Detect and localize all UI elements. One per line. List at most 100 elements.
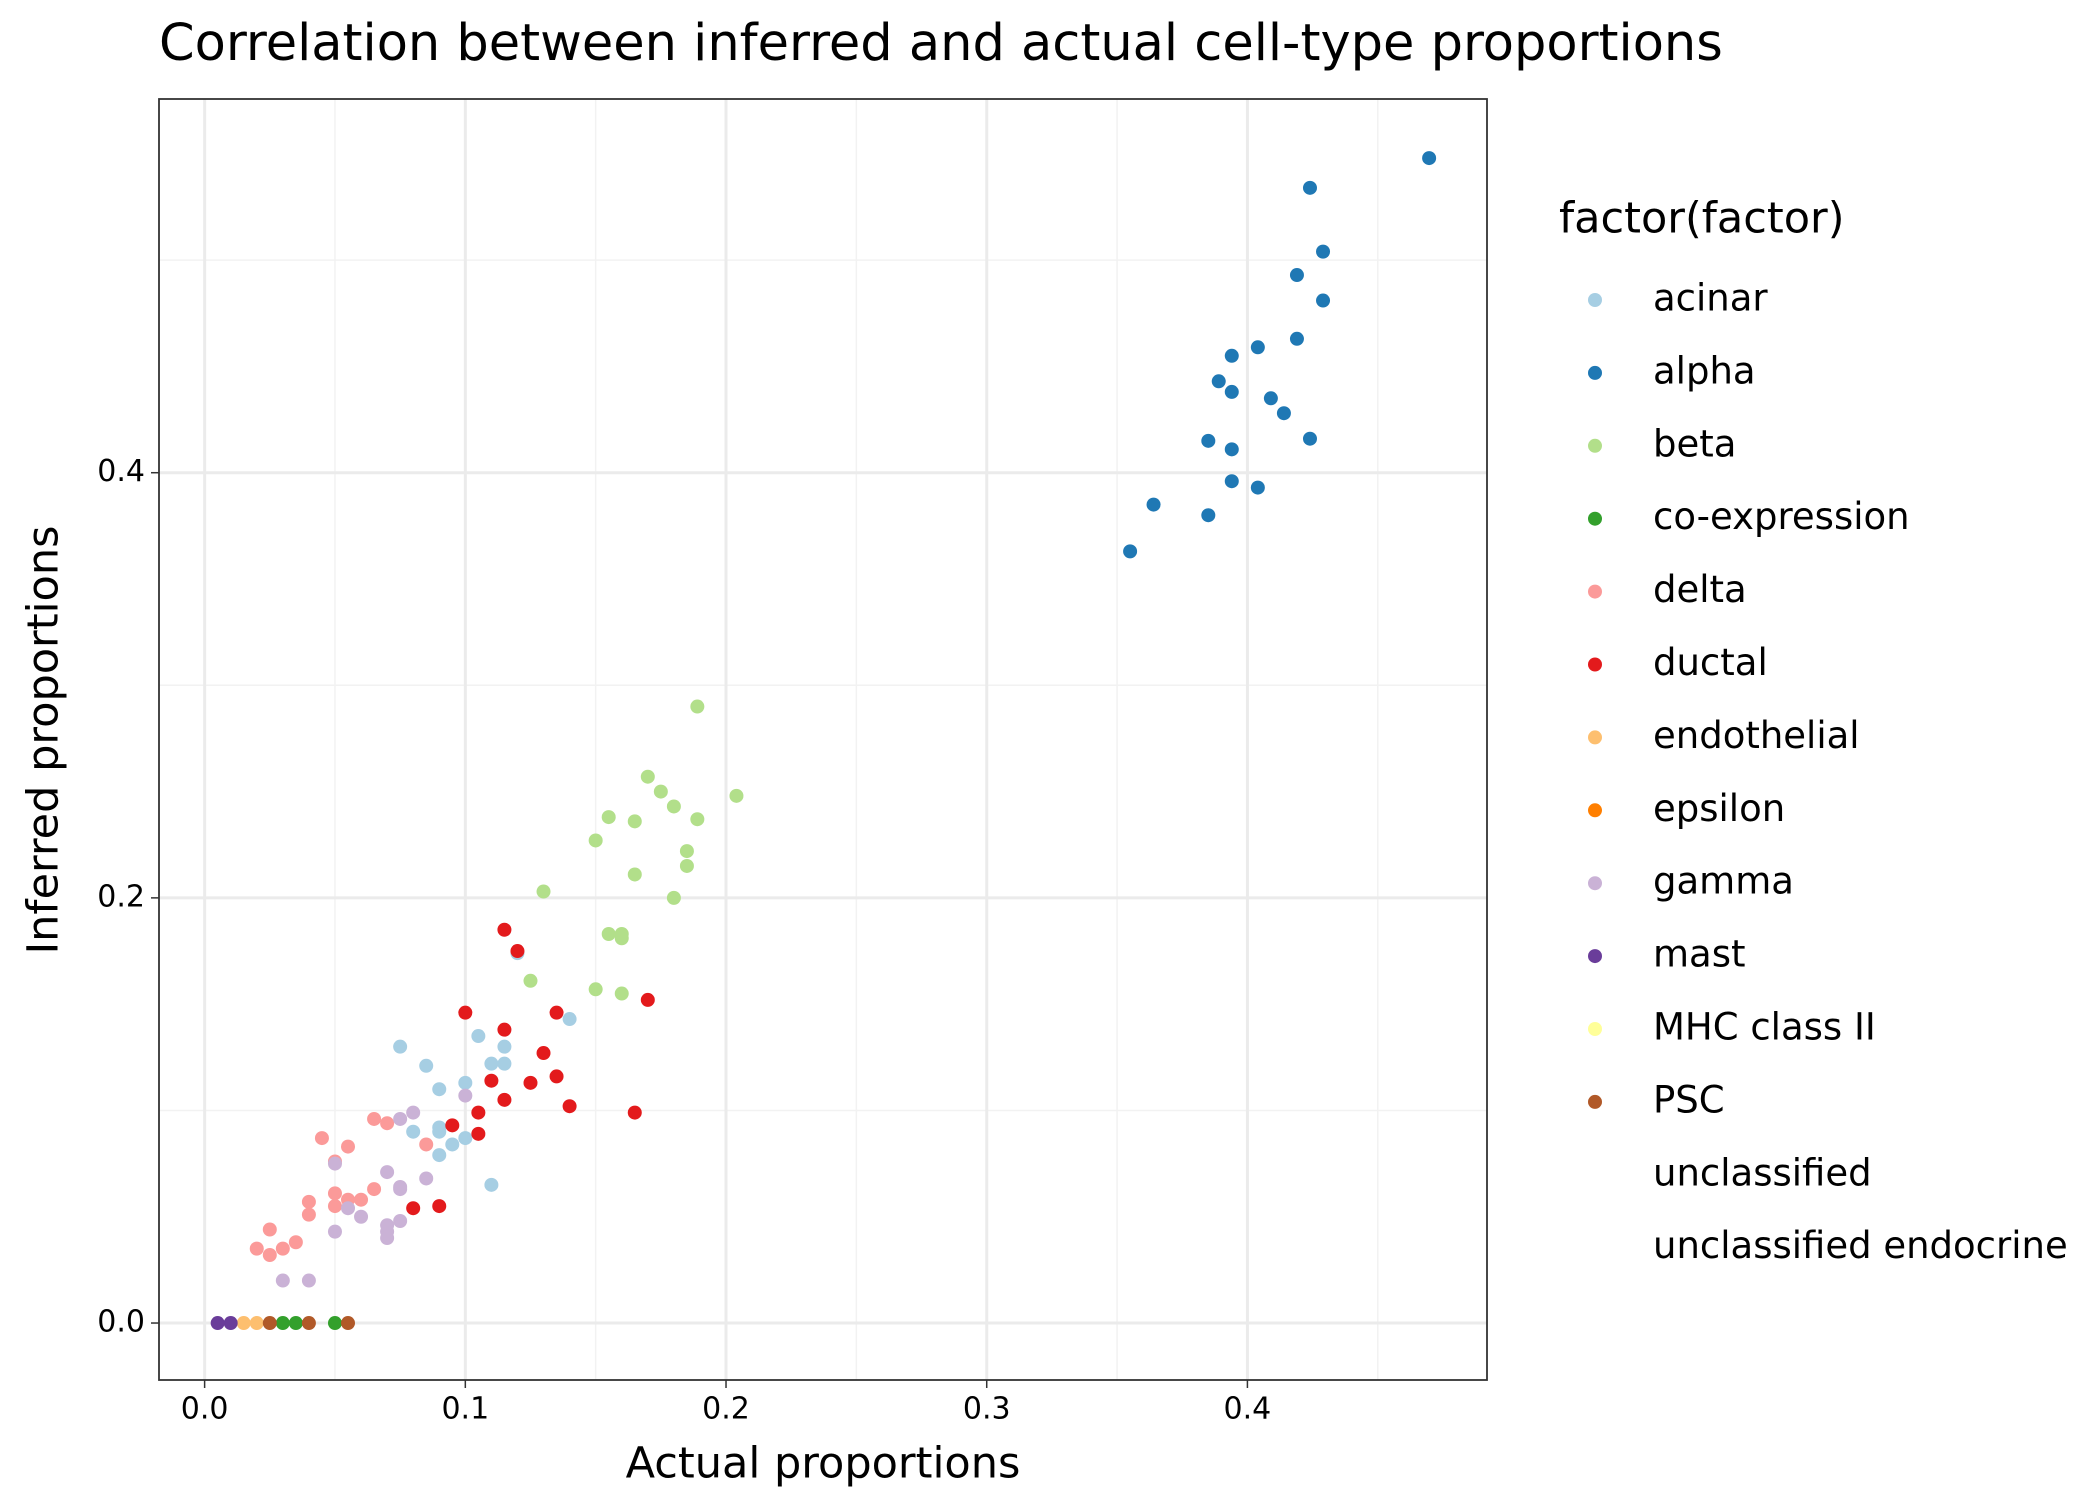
point bbox=[458, 1075, 473, 1090]
point bbox=[627, 814, 642, 829]
point bbox=[1224, 474, 1239, 489]
point bbox=[471, 1029, 486, 1044]
legend-key bbox=[1588, 438, 1602, 453]
point bbox=[341, 1316, 356, 1331]
point bbox=[419, 1171, 434, 1186]
legend-key bbox=[1588, 1094, 1602, 1109]
point bbox=[510, 944, 525, 959]
y-tick-label: 0.2 bbox=[97, 879, 145, 914]
point bbox=[1211, 374, 1226, 389]
point bbox=[327, 1186, 342, 1201]
point bbox=[341, 1201, 356, 1216]
point bbox=[601, 810, 616, 825]
point bbox=[640, 769, 655, 784]
point bbox=[301, 1194, 316, 1209]
legend-label: gamma bbox=[1653, 860, 1794, 903]
legend-label: unclassified bbox=[1653, 1151, 1872, 1194]
point bbox=[1276, 406, 1291, 421]
legend-key bbox=[1588, 584, 1602, 599]
point bbox=[314, 1131, 329, 1146]
point bbox=[1422, 151, 1437, 166]
point bbox=[367, 1111, 382, 1126]
point bbox=[536, 884, 551, 899]
x-tick-label: 0.2 bbox=[702, 1392, 750, 1427]
point bbox=[327, 1316, 342, 1331]
point bbox=[1146, 497, 1161, 512]
legend-key bbox=[1588, 657, 1602, 672]
point bbox=[536, 1046, 551, 1061]
point bbox=[406, 1124, 421, 1139]
point bbox=[419, 1058, 434, 1073]
point bbox=[588, 833, 603, 848]
point bbox=[380, 1165, 395, 1180]
point bbox=[549, 1005, 564, 1020]
point bbox=[432, 1148, 447, 1163]
point bbox=[223, 1316, 238, 1331]
legend-label: ductal bbox=[1653, 641, 1768, 684]
x-tick-label: 0.1 bbox=[441, 1392, 489, 1427]
point bbox=[354, 1209, 369, 1224]
point bbox=[393, 1039, 408, 1054]
point bbox=[1224, 348, 1239, 363]
legend-label: alpha bbox=[1653, 349, 1756, 392]
point bbox=[327, 1156, 342, 1171]
point bbox=[393, 1182, 408, 1197]
legend-key bbox=[1588, 293, 1602, 307]
point bbox=[1224, 384, 1239, 399]
point bbox=[497, 1056, 512, 1071]
x-axis-label: Actual proportions bbox=[626, 1439, 1021, 1489]
y-axis-label: Inferred proportions bbox=[19, 526, 69, 955]
point bbox=[432, 1082, 447, 1097]
legend-label: PSC bbox=[1653, 1078, 1725, 1121]
point bbox=[445, 1137, 460, 1152]
point bbox=[249, 1316, 264, 1331]
point bbox=[458, 1005, 473, 1020]
point bbox=[640, 992, 655, 1007]
point bbox=[288, 1316, 303, 1331]
point bbox=[380, 1116, 395, 1131]
point bbox=[484, 1056, 499, 1071]
point bbox=[262, 1248, 277, 1263]
point bbox=[327, 1199, 342, 1214]
point bbox=[497, 1022, 512, 1037]
legend-key bbox=[1588, 949, 1602, 964]
point bbox=[432, 1120, 447, 1135]
point bbox=[301, 1316, 316, 1331]
point bbox=[1289, 268, 1304, 283]
point bbox=[406, 1105, 421, 1120]
y-tick-label: 0.4 bbox=[97, 454, 145, 489]
point bbox=[562, 1099, 577, 1114]
point bbox=[367, 1182, 382, 1197]
legend-label: acinar bbox=[1653, 277, 1768, 320]
legend-label: delta bbox=[1653, 568, 1747, 611]
point bbox=[497, 922, 512, 937]
legend-key bbox=[1588, 803, 1602, 818]
point bbox=[562, 1012, 577, 1027]
point bbox=[679, 858, 694, 873]
point bbox=[614, 986, 629, 1001]
point bbox=[497, 1039, 512, 1054]
point bbox=[341, 1139, 356, 1154]
legend-key bbox=[1588, 876, 1602, 891]
point bbox=[679, 844, 694, 859]
x-tick-label: 0.4 bbox=[1224, 1392, 1272, 1427]
point bbox=[262, 1222, 277, 1237]
point bbox=[210, 1316, 225, 1331]
point bbox=[1289, 331, 1304, 346]
point bbox=[406, 1201, 421, 1216]
point bbox=[236, 1316, 251, 1331]
point bbox=[288, 1235, 303, 1250]
point bbox=[1201, 508, 1216, 523]
legend-label: mast bbox=[1653, 933, 1746, 976]
point bbox=[484, 1177, 499, 1192]
plot-border bbox=[158, 98, 1488, 1381]
point bbox=[419, 1137, 434, 1152]
y-tick-label: 0.0 bbox=[97, 1305, 145, 1340]
point bbox=[275, 1273, 290, 1288]
legend-label: MHC class II bbox=[1653, 1006, 1876, 1049]
legend-title: factor(factor) bbox=[1559, 194, 1845, 244]
point bbox=[249, 1241, 264, 1256]
point bbox=[1201, 433, 1216, 448]
point bbox=[432, 1199, 447, 1214]
point bbox=[1250, 480, 1265, 495]
